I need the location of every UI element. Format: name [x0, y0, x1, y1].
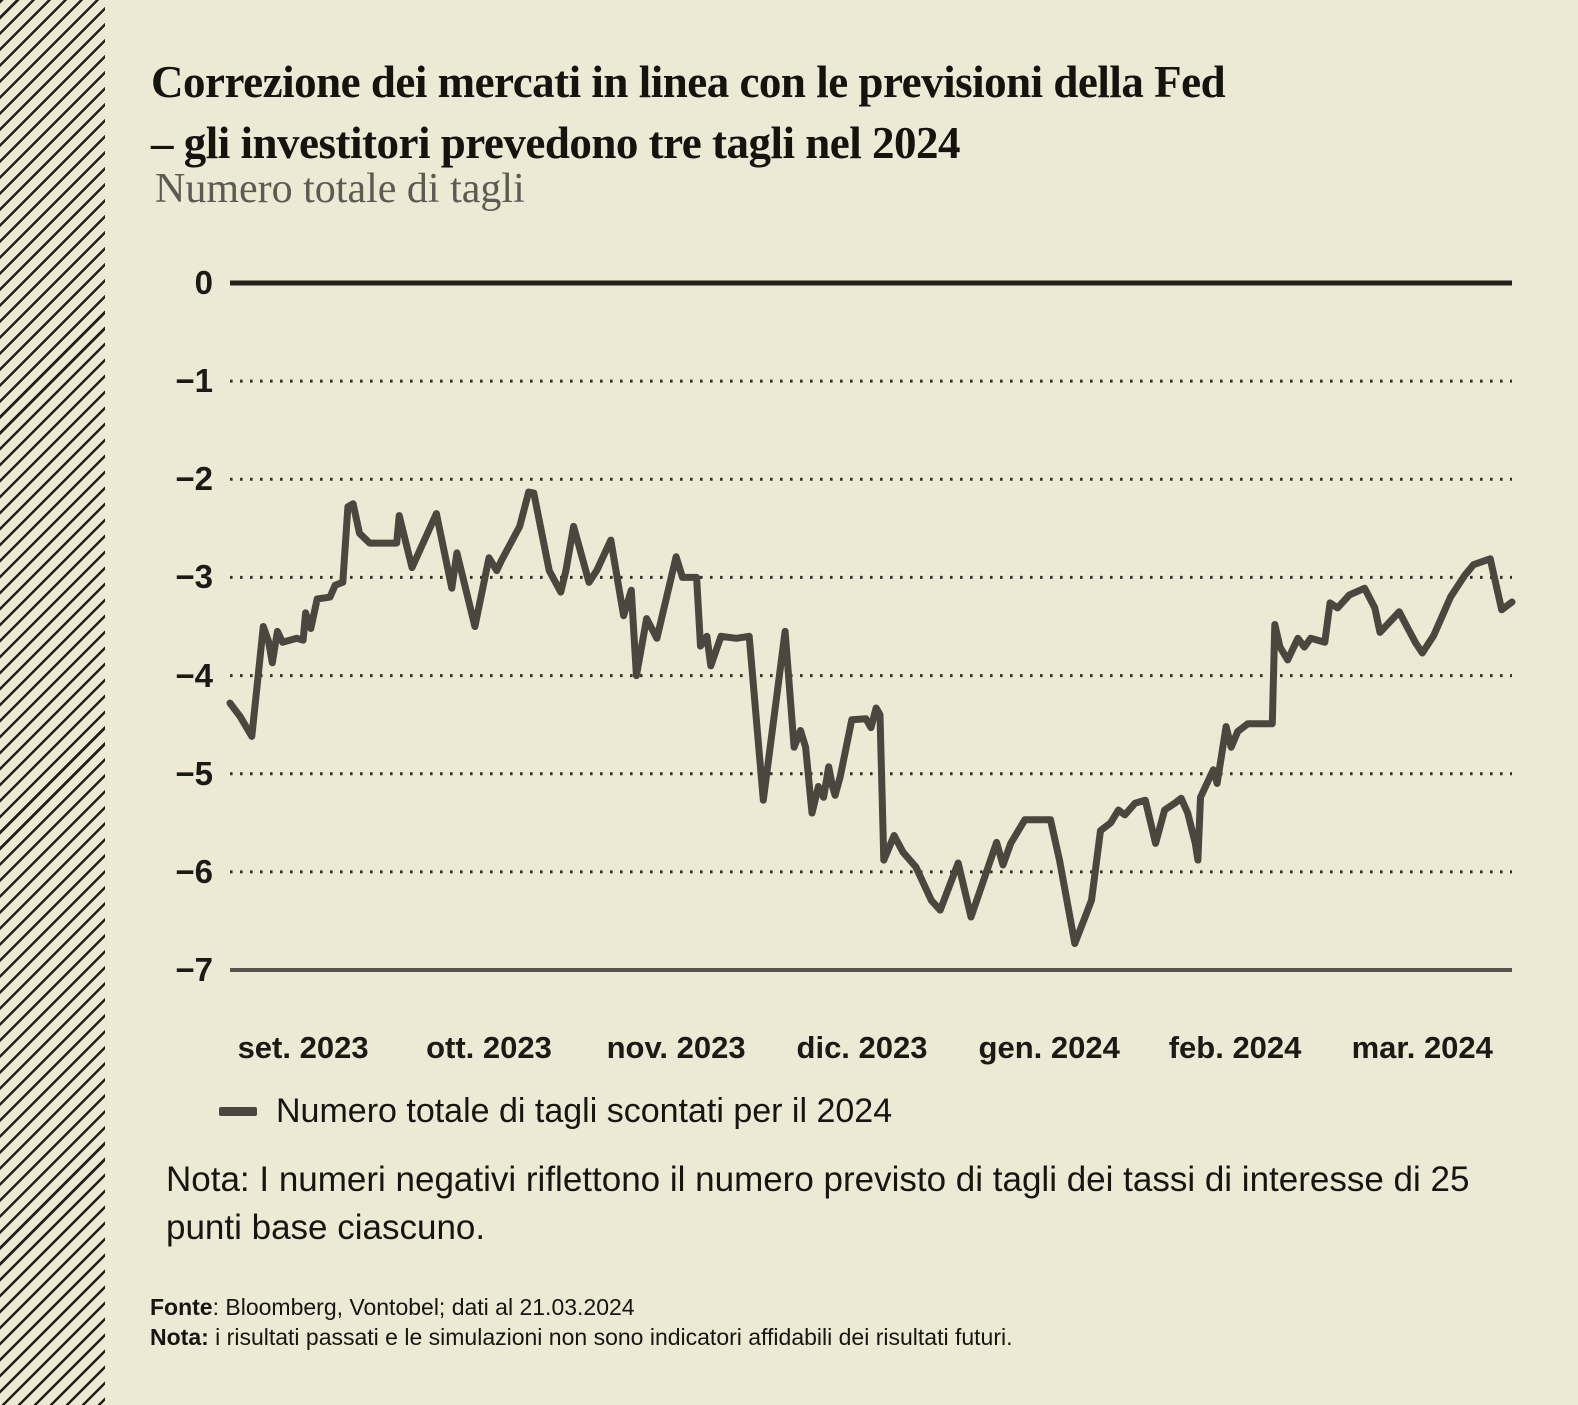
x-tick-label: ott. 2023: [426, 1030, 552, 1065]
footer: Fonte: Bloomberg, Vontobel; dati al 21.0…: [150, 1292, 1500, 1352]
plot-svg: [226, 280, 1516, 972]
hatch-border: [0, 0, 105, 1405]
chart-title-line1: Correzione dei mercati in linea con le p…: [151, 57, 1226, 107]
legend: Numero totale di tagli scontati per il 2…: [219, 1092, 892, 1131]
chart-title: Correzione dei mercati in linea con le p…: [151, 52, 1531, 174]
y-tick-label: −7: [175, 951, 213, 988]
legend-dash-icon: [219, 1107, 257, 1116]
legend-label: Numero totale di tagli scontati per il 2…: [276, 1092, 893, 1130]
disclaimer-line: Nota: i risultati passati e le simulazio…: [150, 1322, 1500, 1352]
disclaimer-label: Nota:: [150, 1324, 209, 1350]
y-tick-label: −4: [175, 656, 213, 694]
x-tick-label: feb. 2024: [1168, 1030, 1302, 1065]
y-tick-label: −3: [175, 558, 213, 596]
x-tick-label: nov. 2023: [606, 1030, 746, 1065]
source-line: Fonte: Bloomberg, Vontobel; dati al 21.0…: [150, 1292, 1500, 1322]
x-tick-label: gen. 2024: [978, 1030, 1120, 1065]
source-label: Fonte: [150, 1294, 213, 1320]
y-tick-label: −6: [175, 852, 213, 890]
y-tick-label: −5: [175, 754, 213, 792]
series-line: [226, 488, 1516, 947]
chart-subtitle: Numero totale di tagli: [155, 166, 525, 212]
y-tick-label: 0: [194, 264, 213, 301]
disclaimer-text: i risultati passati e le simulazioni non…: [208, 1324, 1013, 1350]
chart-title-line2: – gli investitori prevedono tre tagli ne…: [151, 118, 961, 168]
y-tick-label: −1: [175, 362, 213, 400]
note-text: Nota: I numeri negativi riflettono il nu…: [166, 1160, 1470, 1247]
y-tick-label: −2: [175, 460, 213, 498]
x-tick-label: set. 2023: [237, 1030, 369, 1065]
source-text: : Bloomberg, Vontobel; dati al 21.03.202…: [212, 1294, 635, 1320]
chart-area: 0 −1 −2 −3 −4 −5 −6 −7 set. 2023 ott. 2023 nov. 2…: [0, 250, 1578, 1100]
x-tick-label: dic. 2023: [796, 1030, 928, 1065]
x-tick-label: mar. 2024: [1351, 1030, 1493, 1065]
